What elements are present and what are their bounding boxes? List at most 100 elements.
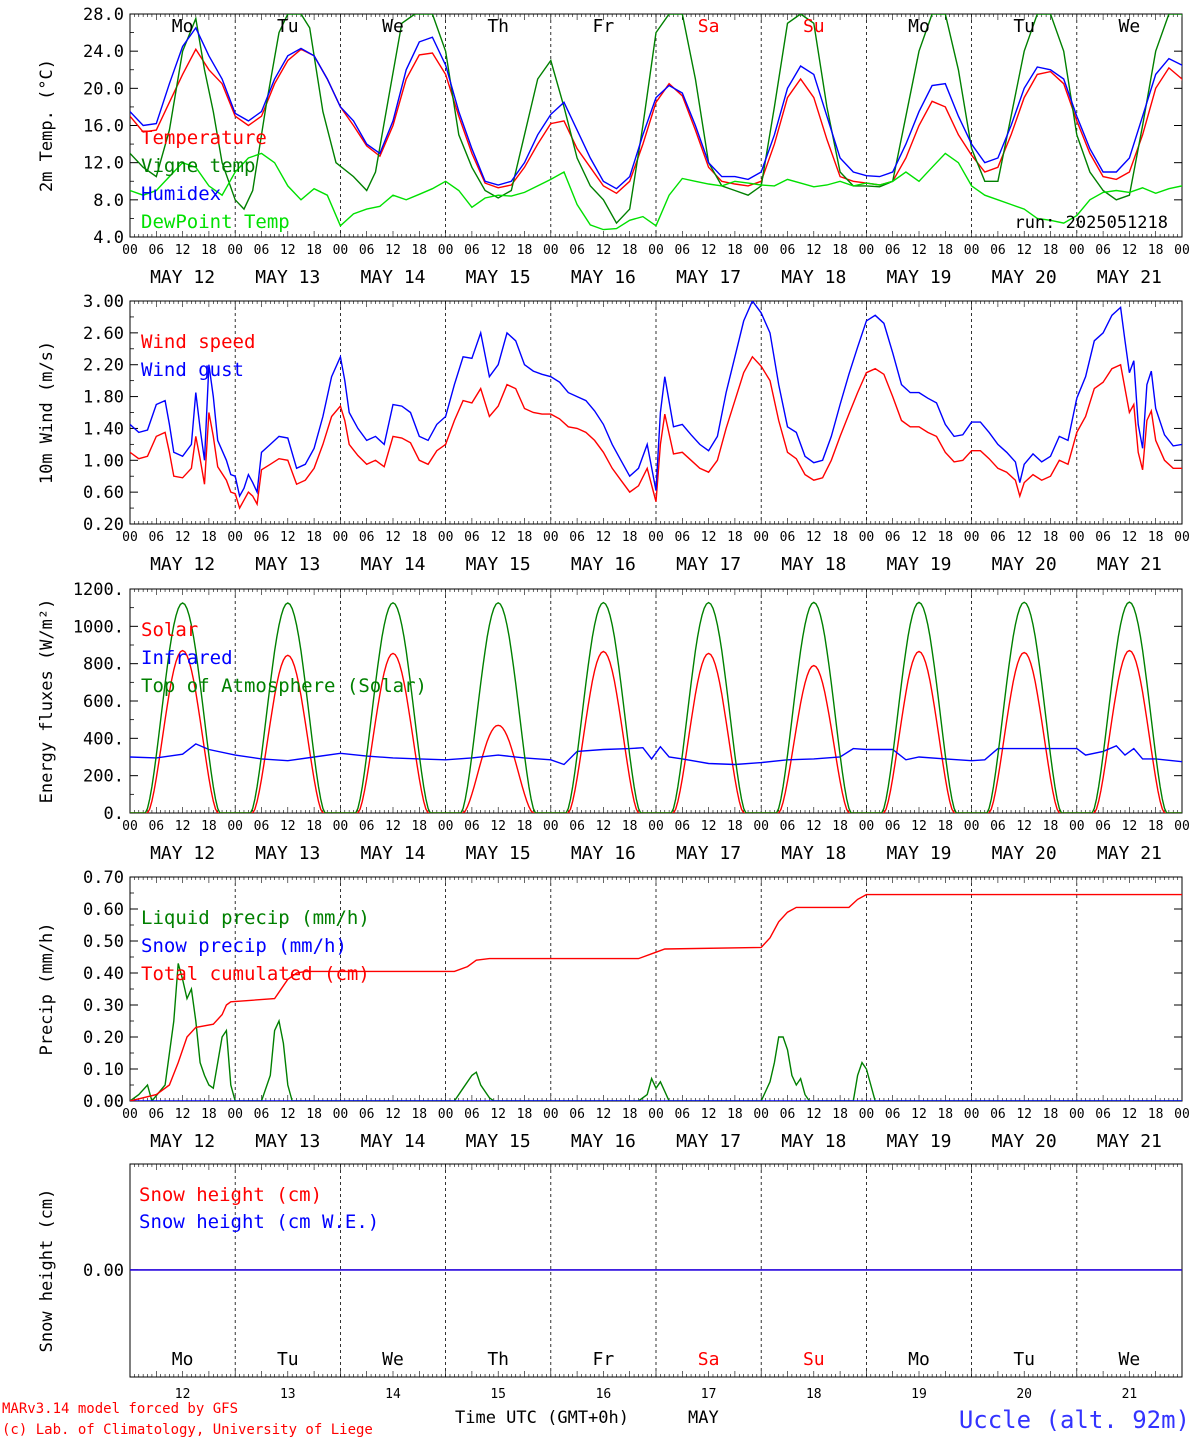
hour-label: 06 bbox=[359, 243, 375, 258]
date-label: MAY 12 bbox=[150, 1131, 215, 1152]
hour-label: 18 bbox=[306, 819, 322, 834]
weekday-label: Tu bbox=[277, 1349, 299, 1370]
hour-label: 12 bbox=[175, 530, 191, 545]
hour-label: 00 bbox=[648, 530, 664, 545]
y-axis-title: 2m Temp. (°C) bbox=[37, 59, 57, 192]
y-tick-label: 1.40 bbox=[83, 419, 124, 439]
hour-label: 06 bbox=[1095, 1107, 1111, 1122]
hour-label: 18 bbox=[622, 819, 638, 834]
hour-label: 00 bbox=[753, 819, 769, 834]
y-axis-title: Snow height (cm) bbox=[37, 1189, 57, 1353]
hour-label: 00 bbox=[648, 819, 664, 834]
series-line-vigne-temp bbox=[130, 14, 1182, 225]
hour-label: 18 bbox=[622, 1107, 638, 1122]
day-number-label: 14 bbox=[385, 1387, 401, 1402]
weekday-label: Mo bbox=[172, 1349, 194, 1370]
date-label: MAY 20 bbox=[992, 267, 1057, 288]
hour-label: 06 bbox=[780, 243, 796, 258]
hour-label: 18 bbox=[727, 530, 743, 545]
hour-label: 00 bbox=[964, 1107, 980, 1122]
day-number-label: 12 bbox=[175, 1387, 191, 1402]
hour-label: 18 bbox=[517, 530, 533, 545]
hour-label: 00 bbox=[227, 1107, 243, 1122]
date-label: MAY 15 bbox=[466, 554, 531, 575]
hour-label: 00 bbox=[648, 243, 664, 258]
hour-label: 18 bbox=[727, 1107, 743, 1122]
hour-label: 00 bbox=[964, 530, 980, 545]
date-label: MAY 16 bbox=[571, 1131, 636, 1152]
date-label: MAY 18 bbox=[781, 267, 846, 288]
y-tick-label: 0.70 bbox=[83, 868, 124, 888]
hour-label: 12 bbox=[806, 819, 822, 834]
date-label: MAY 18 bbox=[781, 1131, 846, 1152]
y-tick-label: 0.00 bbox=[83, 1261, 124, 1281]
station-label: Uccle (alt. 92m) bbox=[959, 1406, 1190, 1434]
hour-label: 06 bbox=[254, 243, 270, 258]
hour-label: 06 bbox=[885, 243, 901, 258]
hour-label: 06 bbox=[674, 1107, 690, 1122]
hour-label: 00 bbox=[122, 819, 138, 834]
date-label: MAY 12 bbox=[150, 267, 215, 288]
hour-label: 18 bbox=[622, 243, 638, 258]
month-label: MAY bbox=[688, 1408, 719, 1428]
legend-entry: Top of Atmosphere (Solar) bbox=[141, 675, 427, 697]
hour-label: 12 bbox=[280, 530, 296, 545]
hour-label: 00 bbox=[859, 530, 875, 545]
hour-label: 18 bbox=[306, 1107, 322, 1122]
hour-label: 06 bbox=[148, 819, 164, 834]
hour-label: 18 bbox=[306, 530, 322, 545]
hour-label: 12 bbox=[490, 1107, 506, 1122]
hour-label: 18 bbox=[1043, 243, 1059, 258]
date-label: MAY 19 bbox=[886, 554, 951, 575]
temp-panel: 4.0 8.0 12.0 16.0 20.0 24.0 28.0 2m Temp. (°C) 0… bbox=[37, 5, 1190, 288]
hour-label: 00 bbox=[333, 1107, 349, 1122]
weekday-label: Fr bbox=[593, 1349, 615, 1370]
hour-label: 18 bbox=[1148, 1107, 1164, 1122]
hour-label: 00 bbox=[1174, 1107, 1190, 1122]
hour-label: 18 bbox=[1043, 1107, 1059, 1122]
y-axis-title: Precip (mm/h) bbox=[37, 922, 57, 1055]
hour-label: 12 bbox=[385, 243, 401, 258]
date-label: MAY 18 bbox=[781, 554, 846, 575]
date-label: MAY 21 bbox=[1097, 843, 1162, 864]
date-label: MAY 19 bbox=[886, 1131, 951, 1152]
date-label: MAY 17 bbox=[676, 843, 741, 864]
hour-label: 00 bbox=[438, 1107, 454, 1122]
weekday-label: We bbox=[382, 1349, 404, 1370]
hour-label: 12 bbox=[911, 530, 927, 545]
hour-label: 12 bbox=[701, 243, 717, 258]
hour-label: 00 bbox=[122, 1107, 138, 1122]
series-line-wind-gust bbox=[130, 301, 1182, 499]
y-tick-label: 800. bbox=[83, 655, 124, 675]
hour-label: 18 bbox=[1043, 530, 1059, 545]
hour-label: 00 bbox=[543, 243, 559, 258]
hour-label: 18 bbox=[832, 243, 848, 258]
y-tick-label: 0.40 bbox=[83, 964, 124, 984]
hour-label: 06 bbox=[148, 530, 164, 545]
precip-panel: 0.00 0.10 0.20 0.30 0.40 0.50 0.60 0.70 Precip (… bbox=[37, 868, 1190, 1152]
hour-label: 18 bbox=[1043, 819, 1059, 834]
day-number-label: 16 bbox=[596, 1387, 612, 1402]
date-label: MAY 14 bbox=[360, 1131, 425, 1152]
y-axis-title: 10m Wind (m/s) bbox=[37, 341, 57, 484]
hour-label: 06 bbox=[1095, 243, 1111, 258]
hour-label: 00 bbox=[227, 819, 243, 834]
hour-label: 18 bbox=[517, 243, 533, 258]
series-group bbox=[130, 14, 1182, 231]
hour-label: 06 bbox=[885, 819, 901, 834]
credit-line-1: MARv3.14 model forced by GFS bbox=[2, 1401, 238, 1417]
y-tick-label: 400. bbox=[83, 729, 124, 749]
plot-frame bbox=[129, 588, 1183, 814]
date-label: MAY 15 bbox=[466, 843, 531, 864]
hour-label: 12 bbox=[1122, 530, 1138, 545]
legend-entry: Snow height (cm W.E.) bbox=[139, 1211, 379, 1233]
y-tick-label: 2.60 bbox=[83, 324, 124, 344]
date-label: MAY 14 bbox=[360, 554, 425, 575]
hour-label: 06 bbox=[990, 530, 1006, 545]
legend-entry: Snow height (cm) bbox=[139, 1184, 322, 1206]
hour-label: 18 bbox=[1148, 819, 1164, 834]
hour-label: 18 bbox=[201, 243, 217, 258]
hour-label: 12 bbox=[175, 243, 191, 258]
hour-label: 12 bbox=[701, 819, 717, 834]
footer: Time UTC (GMT+0h) MAY MARv3.14 model for… bbox=[2, 1401, 1190, 1438]
